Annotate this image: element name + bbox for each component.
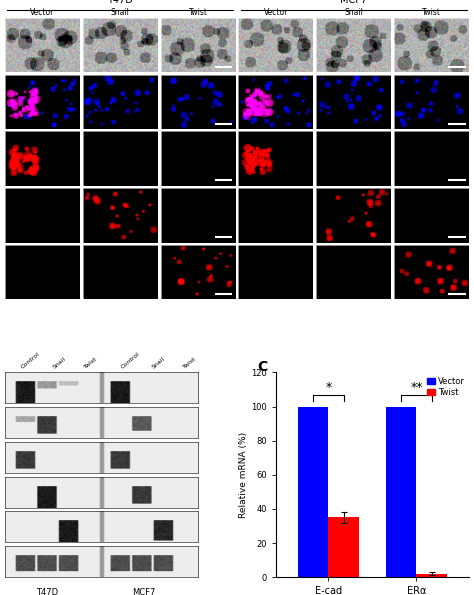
Text: C: C	[257, 361, 267, 374]
Text: MCF7: MCF7	[340, 0, 367, 5]
Y-axis label: Relative mRNA (%): Relative mRNA (%)	[239, 432, 248, 518]
Bar	[328, 518, 359, 577]
Bar	[298, 406, 328, 577]
Title: Vector: Vector	[30, 8, 55, 17]
Text: Snail: Snail	[52, 356, 66, 369]
Text: T47D: T47D	[107, 0, 133, 5]
Text: T47D: T47D	[36, 588, 58, 595]
Text: Twist: Twist	[182, 356, 198, 369]
Legend: Vector, Twist: Vector, Twist	[427, 377, 465, 397]
Title: Vector: Vector	[264, 8, 288, 17]
Text: Snail: Snail	[151, 356, 166, 369]
Title: Twist: Twist	[189, 8, 208, 17]
Text: **: **	[410, 381, 423, 394]
Text: MCF7: MCF7	[132, 588, 156, 595]
Title: Snail: Snail	[345, 8, 363, 17]
Bar	[386, 406, 417, 577]
Text: Control: Control	[120, 351, 141, 369]
Text: Twist: Twist	[83, 356, 98, 369]
Text: *: *	[325, 381, 332, 394]
Title: Twist: Twist	[422, 8, 441, 17]
Bar	[417, 574, 447, 577]
Title: Snail: Snail	[111, 8, 129, 17]
Text: Control: Control	[20, 351, 41, 369]
